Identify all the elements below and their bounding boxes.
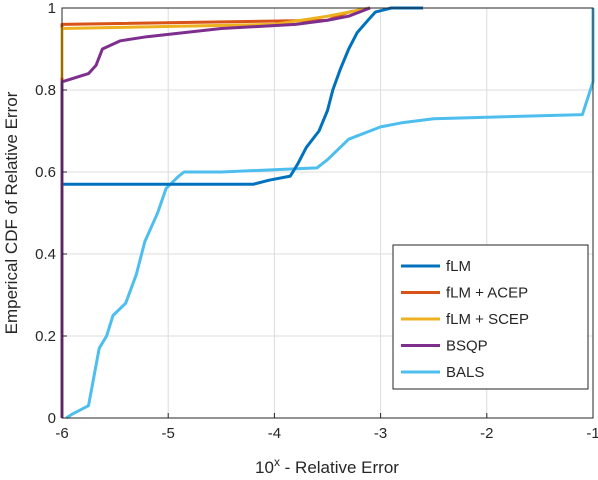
y-axis-label: Emperical CDF of Relative Error [2, 91, 21, 334]
y-tick-label: 1 [48, 0, 56, 17]
y-tick-label: 0 [48, 410, 56, 427]
legend-label: fLM + SCEP [446, 311, 529, 328]
legend-label: BSQP [446, 338, 488, 355]
x-tick-label: -6 [55, 425, 68, 442]
x-tick-label: -1 [586, 425, 598, 442]
series-line-4 [60, 6, 371, 418]
axis-ticks: -6 -5 -4 -3 -2 -1 0 0.2 0.4 0.6 0.8 1 [35, 0, 598, 442]
plot-frame [61, 7, 594, 419]
series-line-1 [60, 6, 424, 418]
x-tick-label: -2 [480, 425, 493, 442]
x-tick-label: -4 [268, 425, 281, 442]
y-tick-label: 0.8 [35, 82, 56, 99]
x-tick-label: -3 [374, 425, 387, 442]
x-tick-label: -5 [162, 425, 175, 442]
legend: fLM fLM + ACEP fLM + SCEP BSQP BALS [392, 244, 589, 390]
y-tick-label: 0.4 [35, 246, 56, 263]
grid [61, 7, 594, 419]
legend-label: BALS [446, 364, 484, 381]
legend-label: fLM + ACEP [446, 285, 528, 302]
y-tick-label: 0.6 [35, 164, 56, 181]
series-line-5 [65, 8, 595, 420]
y-tick-label: 0.2 [35, 328, 56, 345]
x-axis-label: 10x - Relative Error [255, 455, 399, 477]
legend-label: fLM [446, 258, 471, 275]
legend-box [392, 244, 589, 390]
